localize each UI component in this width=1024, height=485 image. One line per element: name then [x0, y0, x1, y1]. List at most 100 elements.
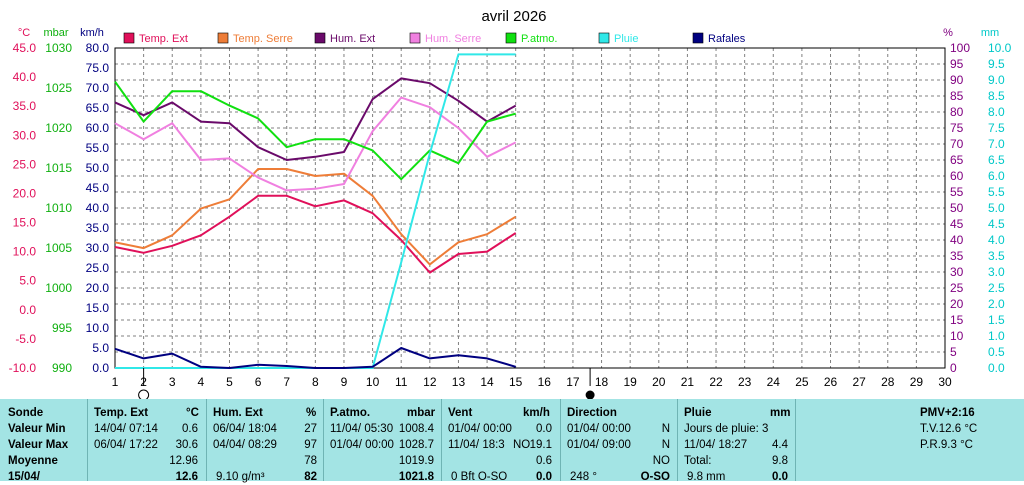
press-tick-label: 990: [52, 361, 72, 375]
hum-tick-label: 40: [950, 233, 964, 247]
hum-tick-label: 45: [950, 217, 964, 231]
stats-panel: Sonde Valeur Min Valeur Max Moyenne 15/0…: [0, 399, 1024, 483]
temp-tick-label: 35.0: [13, 99, 37, 113]
dir-min-value: N: [661, 423, 670, 435]
hum-tick-label: 60: [950, 169, 964, 183]
wind-min-value: 0.0: [536, 423, 552, 435]
hum-current: 82: [304, 471, 317, 483]
x-tick-label: 18: [595, 375, 609, 389]
hum-tick-label: 90: [950, 73, 964, 87]
wind-current: 0.0: [536, 471, 552, 483]
rain-tick-label: 4.0: [988, 233, 1005, 247]
rain-total-value: 9.8: [772, 455, 788, 467]
legend-swatch: [217, 32, 229, 44]
legend-label: Hum. Ext: [330, 33, 375, 45]
pmv-tv: T.V.12.6 °C: [920, 423, 978, 435]
wind-beaufort: 0 Bft O-SO: [451, 471, 508, 483]
rain-unit: mm: [770, 407, 791, 419]
press-tick-label: 1010: [45, 201, 72, 215]
hum-tick-label: 25: [950, 281, 964, 295]
x-tick-label: 23: [738, 375, 752, 389]
hum-tick-label: 75: [950, 121, 964, 135]
hum-tick-label: 10: [950, 329, 964, 343]
legend: Temp. Ext Temp. Serre Hum. Ext Hum. Serre P.…: [123, 32, 746, 45]
rain-header: Pluie: [684, 407, 712, 419]
row-label-max: Valeur Max: [8, 439, 69, 451]
temp-max-value: 30.6: [175, 439, 198, 451]
hum-abs: 9.10 g/m³: [216, 471, 265, 483]
press-tick-label: 1025: [45, 81, 72, 95]
x-tick-label: 13: [452, 375, 466, 389]
x-tick-label: 6: [255, 375, 262, 389]
wind-tick-label: 0.0: [92, 361, 109, 375]
rain-days: Jours de pluie: 3: [684, 423, 769, 435]
x-tick-label: 17: [566, 375, 580, 389]
press-tick-label: 1005: [45, 241, 72, 255]
temp-tick-label: 20.0: [13, 186, 37, 200]
row-label-avg: Moyenne: [8, 455, 58, 467]
rain-tick-label: 6.5: [988, 153, 1005, 167]
hum-header: Hum. Ext: [213, 407, 263, 419]
rain-tick-label: 8.5: [988, 89, 1005, 103]
temp-tick-label: 10.0: [13, 245, 37, 259]
rain-tick-label: 5.5: [988, 185, 1005, 199]
x-tick-label: 26: [824, 375, 838, 389]
wind-tick-label: 55.0: [86, 141, 110, 155]
temp-tick-label: 25.0: [13, 157, 37, 171]
x-tick-label: 15: [509, 375, 523, 389]
x-tick-label: 5: [226, 375, 233, 389]
rain-tick-label: 2.0: [988, 297, 1005, 311]
temp-current: 12.6: [175, 471, 198, 483]
series-line: [114, 168, 517, 266]
rain-tick-label: 0.5: [988, 345, 1005, 359]
wind-max-dir: NO: [513, 439, 531, 451]
rain-tick-label: 8.0: [988, 105, 1005, 119]
series: [114, 53, 517, 369]
hum-avg: 78: [304, 455, 317, 467]
x-tick-label: 12: [423, 375, 437, 389]
x-tick-label: 14: [480, 375, 494, 389]
row-label-min: Valeur Min: [8, 423, 66, 435]
rain-tick-label: 5.0: [988, 201, 1005, 215]
rain-total-label: Total:: [684, 455, 712, 467]
press-max-time: 01/04/ 00:00: [330, 439, 394, 451]
hum-tick-label: 5: [950, 345, 957, 359]
press-unit-label: mbar: [43, 27, 68, 39]
rain-tick-label: 7.0: [988, 137, 1005, 151]
hum-tick-label: 100: [950, 41, 970, 55]
temp-tick-label: 0.0: [19, 303, 36, 317]
x-tick-label: 8: [312, 375, 319, 389]
temp-tick-label: 45.0: [13, 41, 37, 55]
wind-tick-label: 35.0: [86, 221, 110, 235]
hum-tick-label: 80: [950, 105, 964, 119]
press-max-value: 1028.7: [398, 439, 434, 451]
rain-current: 0.0: [772, 471, 788, 483]
series-line: [114, 347, 516, 369]
rain-tick-label: 1.5: [988, 313, 1005, 327]
x-tick-label: 28: [881, 375, 895, 389]
press-tick-label: 995: [52, 321, 72, 335]
wind-unit: km/h: [523, 407, 550, 419]
temp-unit-label: °C: [18, 27, 30, 39]
hum-tick-label: 0: [950, 361, 957, 375]
x-tick-label: 21: [681, 375, 695, 389]
series-line: [114, 81, 516, 181]
rain-tick-label: 4.5: [988, 217, 1005, 231]
grid: [114, 47, 946, 369]
press-tick-label: 1030: [45, 41, 72, 55]
wind-max-time: 11/04/ 18:3: [448, 439, 505, 451]
x-tick-label: 9: [341, 375, 348, 389]
hum-min-time: 06/04/ 18:04: [213, 423, 277, 435]
dir-degrees: 248 °: [570, 471, 597, 483]
x-tick-label: 24: [767, 375, 781, 389]
legend-swatch: [692, 32, 704, 44]
dir-min-time: 01/04/ 00:00: [567, 423, 631, 435]
legend-swatch: [598, 32, 610, 44]
legend-label: Temp. Ext: [139, 33, 188, 45]
temp-header: Temp. Ext: [94, 407, 149, 419]
legend-label: Hum. Serre: [425, 33, 481, 45]
hum-max-value: 97: [304, 439, 317, 451]
hum-tick-label: 70: [950, 137, 964, 151]
temp-tick-label: 30.0: [13, 128, 37, 142]
rain-tick-label: 9.0: [988, 73, 1005, 87]
